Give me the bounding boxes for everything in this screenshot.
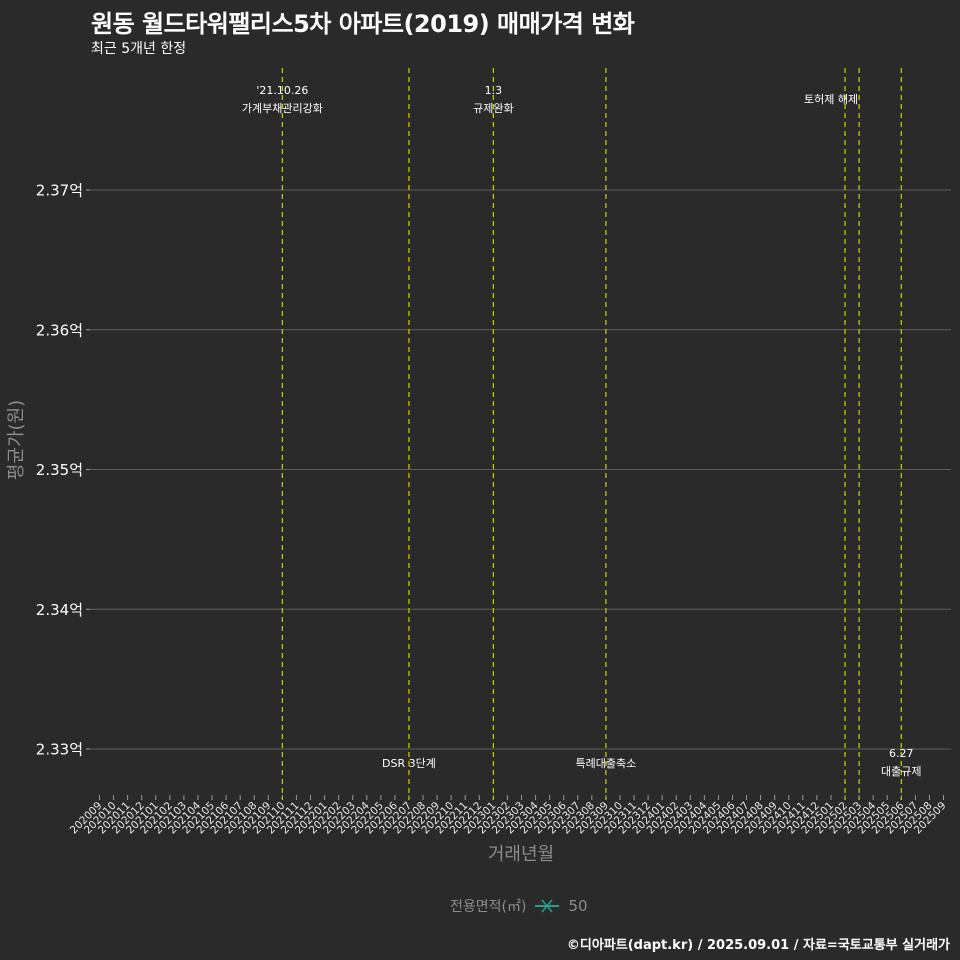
legend-item-label: 50 (568, 897, 588, 915)
event-label: 토허제 해제 (804, 92, 858, 106)
y-axis: 2.33억 2.34억 2.35억 2.36억 2.37억 (36, 182, 90, 759)
legend-line-x-icon (535, 899, 560, 913)
y-gridlines (90, 189, 951, 750)
chart-title: 원동 월드타워팰리스5차 아파트(2019) 매매가격 변화 (91, 10, 635, 38)
y-tick-label: 2.37억 (36, 182, 83, 200)
y-tick-label: 2.35억 (36, 461, 83, 479)
y-tick-label: 2.36억 (36, 321, 83, 339)
event-label: 규제완화 (473, 102, 513, 115)
event-label: 가계부채관리강화 (242, 102, 323, 115)
y-tick-label: 2.33억 (36, 741, 83, 759)
event-date-label: 1.3 (485, 84, 503, 97)
y-axis-title: 평균가(원) (6, 400, 27, 480)
event-label: 특례대출축소 (576, 757, 637, 770)
y-tick-label: 2.34억 (36, 601, 83, 619)
source-caption: ©디아파트(dapt.kr) / 2025.09.01 / 자료=국토교통부 실… (566, 938, 950, 953)
event-date-label: 6.27 (889, 747, 914, 760)
x-axis: 2020092020102020112020122021012021022021… (68, 795, 949, 836)
chart-subtitle: 최근 5개년 한정 (91, 41, 187, 57)
legend: 전용면적(㎡) 50 (450, 896, 588, 916)
event-date-label: '21.10.26 (256, 84, 308, 97)
legend-title: 전용면적(㎡) (450, 899, 527, 915)
event-label: DSR 3단계 (382, 757, 436, 770)
x-axis-title: 거래년월 (488, 844, 554, 865)
event-label: 대출규제 (881, 765, 921, 778)
